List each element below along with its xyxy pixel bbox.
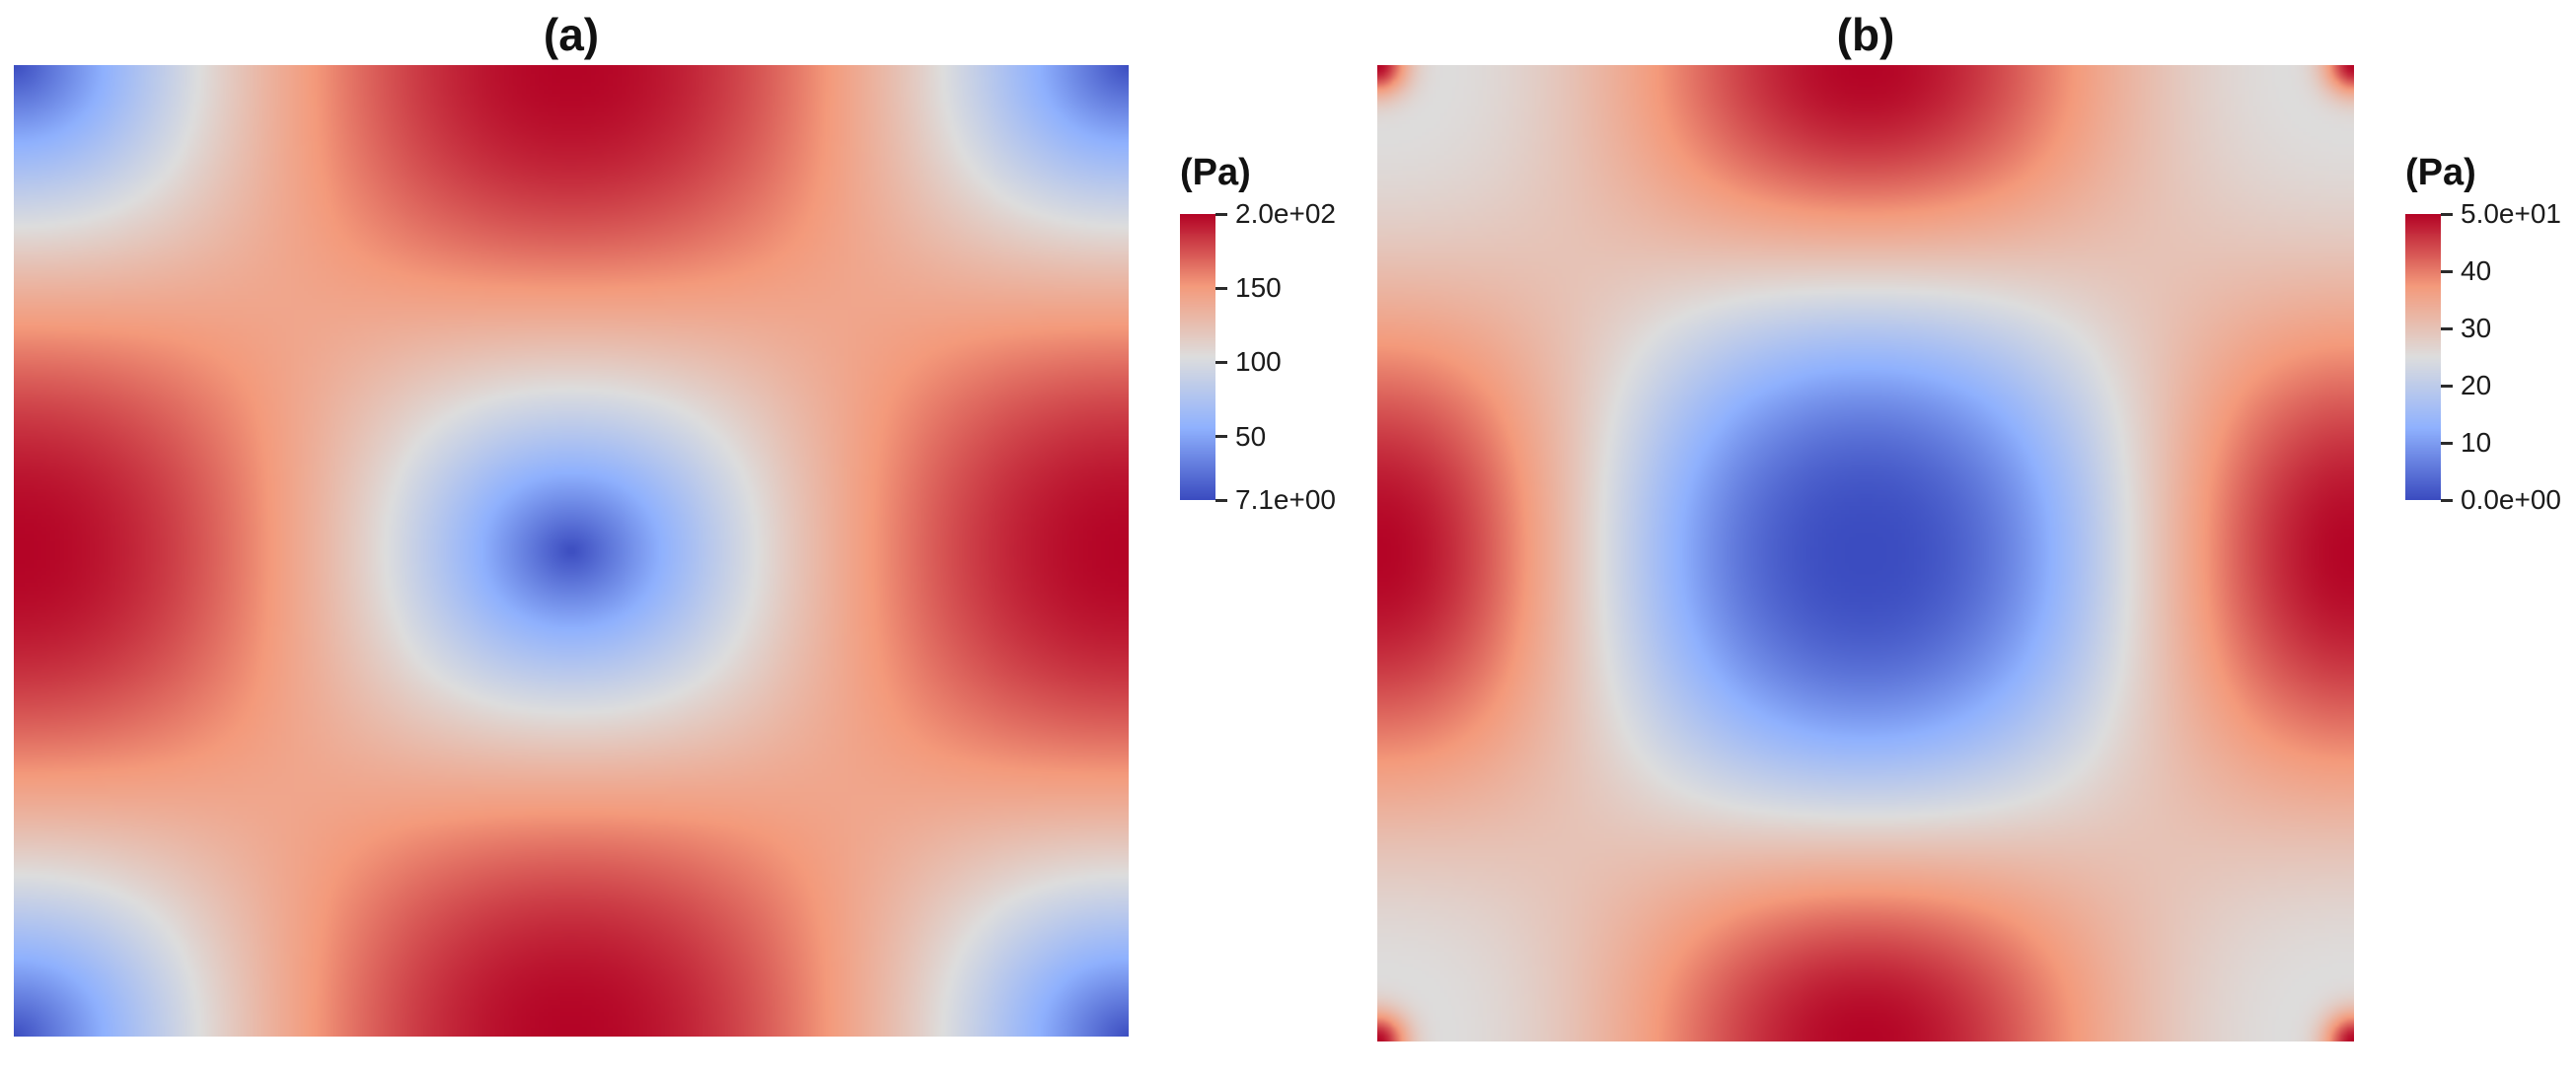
colorbar-tick-mark xyxy=(1215,212,1227,216)
panel-b: (b) (Pa) 5.0e+01 40 30 20 10 0.0e+00 xyxy=(1377,8,2573,1041)
colorbar-tick-mark xyxy=(2441,384,2453,388)
colorbar-tick-mark xyxy=(2441,441,2453,445)
colorbar-tick: 20 xyxy=(2441,370,2491,401)
colorbar-tick-mark xyxy=(2441,269,2453,273)
colorbar-tick-label: 150 xyxy=(1235,272,1282,304)
colorbar-tick-label: 20 xyxy=(2461,370,2492,400)
colorbar-tick: 30 xyxy=(2441,313,2491,344)
pressure-heatmap-b xyxy=(1377,65,2354,1041)
colorbar-tick-label: 30 xyxy=(2461,313,2492,343)
colorbar-tick-label: 5.0e+01 xyxy=(2461,198,2561,229)
colorbar-tick-label: 40 xyxy=(2461,255,2492,286)
colorbar-a-title: (Pa) xyxy=(1180,152,1251,193)
colorbar-tick-label: 7.1e+00 xyxy=(1235,484,1336,515)
colorbar-tick: 40 xyxy=(2441,255,2491,287)
colorbar-tick-label: 100 xyxy=(1235,346,1282,378)
colorbar-tick: 0.0e+00 xyxy=(2441,484,2561,516)
colorbar-b-gradient xyxy=(2405,214,2441,500)
colorbar-tick-mark xyxy=(2441,326,2453,330)
colorbar-b: (Pa) 5.0e+01 40 30 20 10 0.0e+00 xyxy=(2405,152,2573,515)
pressure-heatmap-a xyxy=(14,65,1129,1037)
colorbar-a-scale: 2.0e+02 150 100 50 7.1e+00 xyxy=(1180,198,1348,515)
colorbar-tick: 10 xyxy=(2441,427,2491,459)
panel-b-body: (Pa) 5.0e+01 40 30 20 10 0.0e+00 xyxy=(1377,65,2573,1041)
colorbar-tick: 7.1e+00 xyxy=(1215,484,1336,516)
panel-a: (a) (Pa) 2.0e+02 150 100 50 7.1e+00 xyxy=(14,8,1348,1037)
colorbar-a-ticks: 2.0e+02 150 100 50 7.1e+00 xyxy=(1215,198,1344,515)
colorbar-tick: 150 xyxy=(1215,272,1282,304)
colorbar-tick: 2.0e+02 xyxy=(1215,198,1336,230)
colorbar-a-gradient xyxy=(1180,214,1215,500)
colorbar-b-scale: 5.0e+01 40 30 20 10 0.0e+00 xyxy=(2405,198,2573,515)
colorbar-tick-label: 2.0e+02 xyxy=(1235,198,1336,229)
colorbar-tick-label: 0.0e+00 xyxy=(2461,484,2561,515)
colorbar-b-ticks: 5.0e+01 40 30 20 10 0.0e+00 xyxy=(2441,198,2569,515)
colorbar-tick-mark xyxy=(1215,286,1227,290)
colorbar-b-title: (Pa) xyxy=(2405,152,2476,193)
colorbar-tick-label: 10 xyxy=(2461,427,2492,458)
colorbar-tick: 5.0e+01 xyxy=(2441,198,2561,230)
colorbar-tick-mark xyxy=(1215,360,1227,364)
colorbar-tick-label: 50 xyxy=(1235,420,1267,452)
panel-b-title: (b) xyxy=(1836,9,1895,60)
colorbar-tick-mark xyxy=(2441,212,2453,216)
colorbar-tick: 100 xyxy=(1215,346,1282,378)
panel-a-body: (Pa) 2.0e+02 150 100 50 7.1e+00 xyxy=(14,65,1348,1037)
panel-a-title: (a) xyxy=(543,9,600,60)
colorbar-tick: 50 xyxy=(1215,421,1266,453)
colorbar-tick-mark xyxy=(1215,435,1227,438)
colorbar-a: (Pa) 2.0e+02 150 100 50 7.1e+00 xyxy=(1180,152,1348,515)
colorbar-tick-mark xyxy=(1215,498,1227,502)
colorbar-tick-mark xyxy=(2441,498,2453,502)
